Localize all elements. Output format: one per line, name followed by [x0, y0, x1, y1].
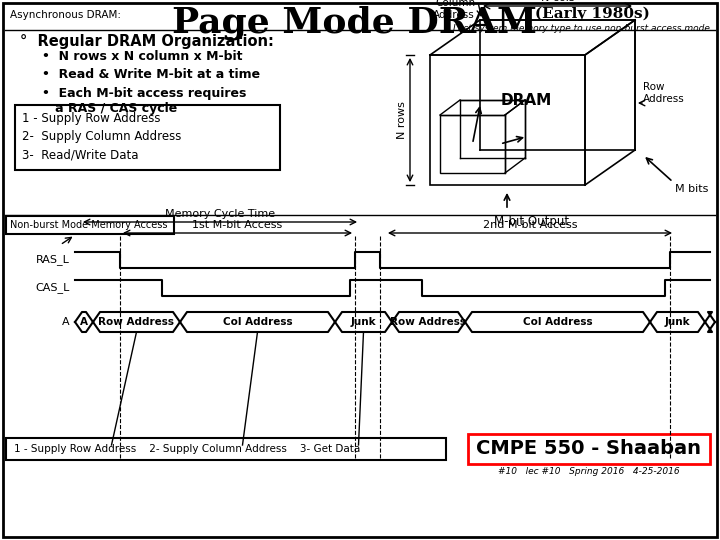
Bar	[6, 438, 446, 460]
Text: M-bit Output: M-bit Output	[495, 215, 570, 228]
Text: A: A	[63, 317, 70, 327]
Text: Row
Address: Row Address	[643, 82, 685, 104]
Text: °  Regular DRAM Organization:: ° Regular DRAM Organization:	[20, 34, 274, 49]
Bar	[6, 216, 174, 234]
Text: Asynchronous DRAM:: Asynchronous DRAM:	[10, 10, 121, 20]
Bar	[15, 105, 280, 170]
Text: A: A	[80, 317, 88, 327]
Text: (Early 1980s): (Early 1980s)	[535, 7, 650, 22]
Text: Col Address: Col Address	[222, 317, 292, 327]
Text: N cols: N cols	[541, 0, 575, 3]
Text: Non-burst Mode Memory Access: Non-burst Mode Memory Access	[10, 220, 168, 230]
Text: CAS_L: CAS_L	[35, 282, 70, 293]
Text: Junk: Junk	[351, 317, 377, 327]
Text: DRAM: DRAM	[500, 93, 552, 108]
Text: Memory Cycle Time: Memory Cycle Time	[165, 209, 275, 219]
Text: 2nd M-bit Access: 2nd M-bit Access	[482, 220, 577, 230]
Text: Row Address: Row Address	[390, 317, 467, 327]
Text: 1st M-bit Access: 1st M-bit Access	[192, 220, 283, 230]
Text: #10   lec #10   Spring 2016   4-25-2016: #10 lec #10 Spring 2016 4-25-2016	[498, 468, 680, 476]
Text: N rows: N rows	[397, 101, 407, 139]
Text: Page Mode DRAM: Page Mode DRAM	[173, 5, 538, 39]
Text: RAS_L: RAS_L	[36, 254, 70, 266]
Text: Junk: Junk	[665, 317, 690, 327]
Text: M bits: M bits	[675, 184, 708, 194]
Bar	[430, 55, 585, 185]
Text: Last system memory type to use non-burst access mode: Last system memory type to use non-burst…	[453, 24, 710, 33]
Text: •  N rows x N column x M-bit: • N rows x N column x M-bit	[42, 50, 243, 63]
Text: 1 - Supply Row Address
2-  Supply Column Address
3-  Read/Write Data: 1 - Supply Row Address 2- Supply Column …	[22, 112, 181, 161]
Text: Column
Address: Column Address	[433, 0, 475, 19]
Text: Col Address: Col Address	[523, 317, 593, 327]
Text: Row Address: Row Address	[99, 317, 174, 327]
Text: •  Read & Write M-bit at a time: • Read & Write M-bit at a time	[42, 68, 260, 81]
Text: CMPE 550 - Shaaban: CMPE 550 - Shaaban	[477, 440, 701, 458]
Bar	[440, 115, 505, 173]
Text: 1 - Supply Row Address    2- Supply Column Address    3- Get Data: 1 - Supply Row Address 2- Supply Column …	[14, 444, 360, 454]
Text: •  Each M-bit access requires
   a RAS / CAS cycle: • Each M-bit access requires a RAS / CAS…	[42, 87, 246, 115]
Bar	[468, 434, 710, 464]
